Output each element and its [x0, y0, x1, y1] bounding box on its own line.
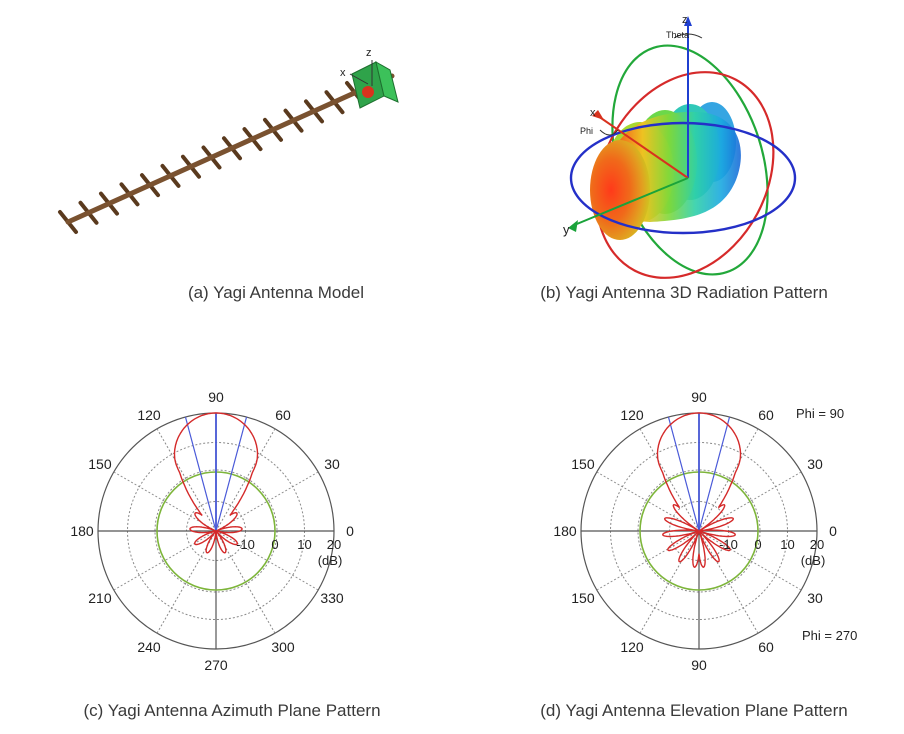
radial-db-label: -10 [719, 537, 738, 552]
axis-x-label: x [590, 107, 596, 119]
angle-label: 210 [88, 590, 112, 606]
elevation-ring-red [595, 71, 775, 279]
y-axis [571, 177, 689, 227]
yagi-boom [65, 73, 395, 225]
angle-label: 30 [324, 456, 340, 472]
angle-label: 90 [691, 657, 707, 673]
angle-label: 150 [571, 590, 595, 606]
model-z-label: z [366, 47, 372, 59]
azimuth-ring [569, 121, 797, 235]
radial-db-label: 0 [754, 537, 761, 552]
radiation-lobes [590, 102, 741, 240]
radiation-pattern-curve [173, 412, 259, 554]
beamwidth-line [215, 416, 248, 532]
angle-label: 30 [807, 456, 823, 472]
y-arrow [568, 220, 578, 232]
polar-grid-elevation: 0 30 60 90 120 150 180 150 120 90 60 30 -10 0 10 20(dB) [553, 389, 837, 673]
angle-label: 120 [137, 407, 161, 423]
angle-label: 180 [70, 523, 94, 539]
polar-grid-azimuth: 0 30 60 90 120 150 180 210 240 270 300 330 -10 0 10 20(… [70, 389, 354, 673]
radial-db-label: 10 [780, 537, 794, 552]
angle-label: 60 [275, 407, 291, 423]
x-arrow [592, 110, 604, 120]
caption-b: (b) Yagi Antenna 3D Radiation Pattern [540, 283, 828, 302]
feed-point [362, 86, 374, 98]
radial-unit-label: (dB) [801, 553, 826, 568]
beamwidth-line [667, 416, 700, 532]
angle-label: 240 [137, 639, 161, 655]
x-axis [597, 115, 689, 179]
model-x-label: x [340, 67, 346, 79]
radial-unit-label: (dB) [318, 553, 343, 568]
angle-label: 270 [204, 657, 228, 673]
axis-y-label: y [563, 222, 570, 237]
angle-label: 90 [691, 389, 707, 405]
caption-a: (a) Yagi Antenna Model [188, 283, 364, 302]
axis-z-label: z [682, 14, 688, 26]
panel-yagi-model: z x (a) Yagi Antenna Model [58, 47, 399, 302]
angle-label: 0 [829, 523, 837, 539]
angle-label: 330 [320, 590, 344, 606]
z-arrow [684, 16, 692, 26]
radial-db-label: 10 [297, 537, 311, 552]
axis-theta-label: Theta [666, 30, 689, 40]
panel-3d-radiation-pattern: z Theta x Phi y (b) Yagi Antenna 3D Radi… [540, 14, 828, 302]
phi-90-label: Phi = 90 [796, 406, 844, 421]
angle-label: 150 [88, 456, 112, 472]
angle-label: 0 [346, 523, 354, 539]
caption-c: (c) Yagi Antenna Azimuth Plane Pattern [83, 701, 380, 720]
angle-label: 180 [553, 523, 577, 539]
angle-label: 30 [807, 590, 823, 606]
radial-db-label: 20 [327, 537, 341, 552]
phi-270-label: Phi = 270 [802, 628, 857, 643]
angle-label: 300 [271, 639, 295, 655]
caption-d: (d) Yagi Antenna Elevation Plane Pattern [540, 701, 847, 720]
feed-x-axis [349, 73, 369, 85]
radial-db-label: -10 [236, 537, 255, 552]
beamwidth-line [698, 416, 731, 532]
angle-label: 120 [620, 407, 644, 423]
radial-db-label: 0 [271, 537, 278, 552]
main-lobe [590, 140, 650, 240]
yagi-feed: z x [340, 47, 399, 109]
angle-label: 60 [758, 407, 774, 423]
radiation-pattern-curve [656, 412, 742, 568]
radial-db-label: 20 [810, 537, 824, 552]
angle-label: 90 [208, 389, 224, 405]
angle-label: 150 [571, 456, 595, 472]
beamwidth-line [184, 416, 217, 532]
angle-label: 60 [758, 639, 774, 655]
feed-plate-side [375, 60, 399, 103]
angle-label: 120 [620, 639, 644, 655]
phi-arc [599, 129, 619, 136]
panel-elevation-plane-pattern: 0 30 60 90 120 150 180 150 120 90 60 30 -10 0 10 20(dB)… [540, 389, 857, 720]
theta-arc [673, 33, 703, 39]
axis-phi-label: Phi [580, 126, 593, 136]
